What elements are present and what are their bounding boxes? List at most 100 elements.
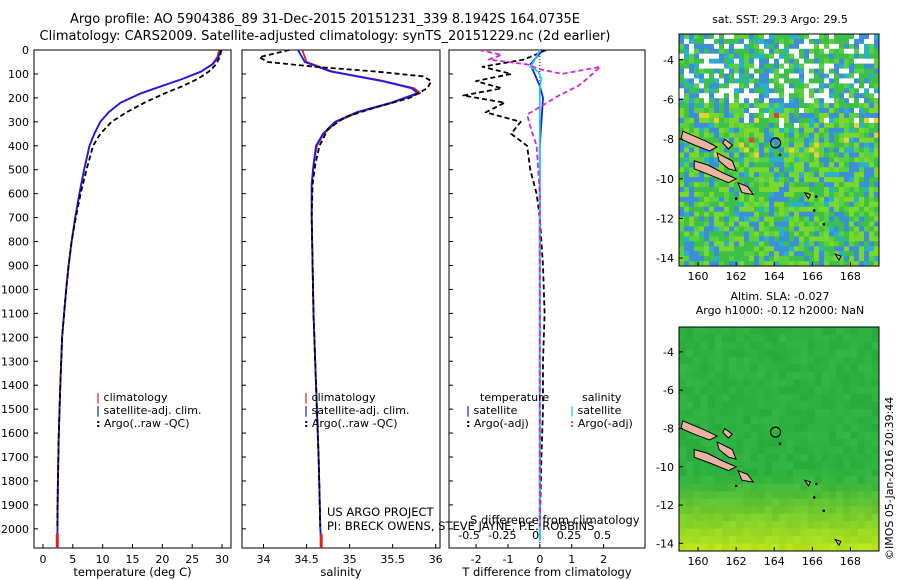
map-cell bbox=[744, 53, 750, 60]
map-cell bbox=[844, 152, 850, 158]
x-tick-label: 35.5 bbox=[380, 553, 405, 566]
map-cell bbox=[684, 187, 690, 193]
map-cell bbox=[824, 216, 830, 222]
map-cell bbox=[794, 241, 800, 247]
map-cell bbox=[719, 196, 725, 203]
map-cell bbox=[689, 142, 695, 148]
map-cell bbox=[684, 201, 690, 208]
map-cell bbox=[764, 93, 770, 99]
map-cell bbox=[689, 157, 695, 163]
map-cell bbox=[794, 127, 800, 134]
map-cell bbox=[721, 364, 730, 373]
map-cell bbox=[819, 187, 825, 193]
map-cell bbox=[836, 334, 844, 343]
map-cell bbox=[709, 261, 715, 267]
map-cell bbox=[864, 327, 873, 335]
map-cell bbox=[786, 498, 794, 507]
map-cell bbox=[829, 476, 837, 485]
map-cell bbox=[689, 241, 695, 247]
x-tick-label: 0 bbox=[39, 553, 46, 566]
map-cell bbox=[694, 93, 700, 99]
map-cell bbox=[729, 137, 735, 144]
map-cell bbox=[754, 117, 760, 124]
map-cell bbox=[694, 127, 700, 134]
map-cell bbox=[814, 416, 823, 425]
map-cell bbox=[839, 58, 845, 65]
map-cell bbox=[794, 98, 800, 104]
map-cell bbox=[721, 536, 730, 545]
diff-legend-temperature: temperature | satellite : Argo(-adj) bbox=[466, 391, 549, 430]
map-cell bbox=[849, 73, 855, 79]
map-cell bbox=[764, 334, 773, 343]
map-cell bbox=[734, 231, 740, 237]
map-cell bbox=[829, 177, 835, 183]
map-cell bbox=[734, 192, 740, 198]
map-cell bbox=[784, 63, 790, 69]
map-cell bbox=[764, 157, 770, 163]
map-cell bbox=[719, 216, 725, 222]
map-cell bbox=[694, 108, 700, 114]
map-cell bbox=[869, 152, 875, 158]
map-cell bbox=[739, 167, 745, 173]
map-cell bbox=[804, 167, 810, 173]
map-cell bbox=[684, 192, 690, 198]
map-cell bbox=[707, 371, 716, 380]
map-cell bbox=[739, 226, 745, 232]
map-cell bbox=[807, 453, 816, 462]
map-cell bbox=[764, 394, 773, 403]
map-cell bbox=[729, 83, 735, 89]
map-cell bbox=[759, 63, 765, 69]
map-cell bbox=[704, 211, 710, 218]
map-cell bbox=[684, 73, 690, 79]
map-cell bbox=[874, 127, 880, 134]
map-cell bbox=[689, 122, 695, 129]
map-cell bbox=[721, 483, 730, 492]
map-cell bbox=[789, 83, 795, 89]
legend-label: Argo(..raw -QC) bbox=[103, 417, 190, 430]
map-cell bbox=[699, 68, 705, 74]
map-cell bbox=[857, 356, 866, 365]
map-cell bbox=[819, 226, 825, 232]
map-cell bbox=[700, 446, 708, 455]
map-cell bbox=[814, 43, 820, 50]
map-cell bbox=[689, 78, 695, 84]
map-cell bbox=[769, 68, 775, 74]
map-cell bbox=[686, 453, 694, 462]
map-cell bbox=[824, 48, 830, 55]
map-cell bbox=[784, 221, 790, 227]
map-cell bbox=[739, 142, 745, 148]
map-cell bbox=[757, 439, 766, 447]
map-cell bbox=[719, 73, 725, 79]
map-cell bbox=[836, 364, 844, 373]
series-line-argo-raw-qc- bbox=[56, 50, 223, 527]
map-cell bbox=[844, 147, 850, 153]
map-cell bbox=[814, 108, 820, 114]
map-cell bbox=[679, 231, 685, 237]
map-cell bbox=[719, 34, 725, 40]
map-cell bbox=[734, 122, 740, 129]
map-cell bbox=[689, 48, 695, 55]
map-cell bbox=[786, 521, 794, 530]
map-cell bbox=[844, 43, 850, 50]
map-cell bbox=[754, 246, 760, 252]
map-cell bbox=[849, 58, 855, 65]
map-cell bbox=[854, 216, 860, 222]
map-cell bbox=[693, 498, 701, 507]
map-cell bbox=[871, 453, 880, 462]
map-cell bbox=[749, 142, 755, 148]
map-cell bbox=[750, 461, 758, 470]
map-cell bbox=[736, 431, 744, 440]
map-cell bbox=[689, 167, 695, 173]
map-cell bbox=[821, 491, 830, 500]
map-cell bbox=[729, 416, 737, 425]
map-cell bbox=[739, 98, 745, 104]
map-cell bbox=[694, 98, 700, 104]
map-cell bbox=[693, 506, 701, 515]
map-cell bbox=[769, 162, 775, 168]
map-cell bbox=[750, 356, 758, 365]
map-cell bbox=[721, 543, 730, 552]
map-cell bbox=[807, 341, 816, 350]
map-cell bbox=[704, 177, 710, 183]
map-cell bbox=[869, 226, 875, 232]
map-cell bbox=[700, 371, 708, 380]
